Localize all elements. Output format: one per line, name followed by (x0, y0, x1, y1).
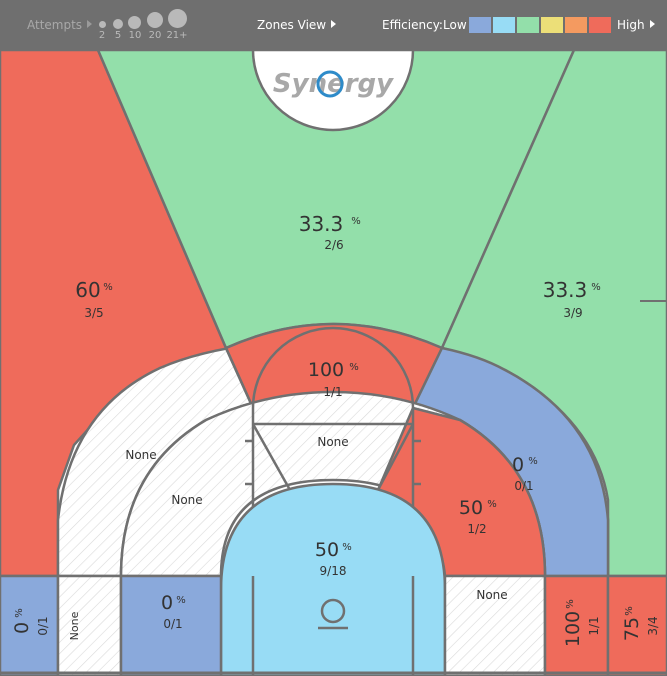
zone-percent-unit: % (103, 282, 113, 293)
efficiency-swatch-2 (493, 17, 515, 33)
zone-fraction: 3/9 (563, 306, 582, 320)
zone-percent-unit: % (351, 216, 361, 227)
zone-fraction: 0/1 (163, 617, 182, 631)
caret-right-icon (649, 20, 655, 28)
zone-label-top-mid-range: None (317, 435, 348, 449)
zone-percent-unit: % (565, 599, 576, 609)
zone-fraction: 3/4 (646, 616, 660, 635)
zone-percent-unit: % (176, 595, 186, 606)
efficiency-swatch-3 (517, 17, 539, 33)
zone-percent: 75 (621, 617, 643, 641)
zone-fraction: 0/1 (514, 479, 533, 493)
attempts-toggle[interactable]: Attempts (27, 18, 93, 32)
zone-fraction: 1/1 (323, 385, 342, 399)
attempt-size-label: 2 (98, 30, 106, 41)
zone-percent-unit: % (591, 282, 601, 293)
logo-badge (251, 50, 415, 132)
zone-label-right-mid-range: 50 % 1/2 (459, 497, 497, 536)
zone-left-corner-three[interactable] (0, 574, 60, 676)
zone-label-left-mid-range: None (171, 493, 202, 507)
zones-view-label: Zones View (257, 18, 327, 32)
zone-percent-unit: % (624, 606, 635, 616)
zone-fraction: 3/5 (84, 306, 103, 320)
basket-hoop-icon (320, 598, 346, 624)
zone-restricted-area[interactable] (219, 482, 447, 676)
zone-divider (224, 347, 255, 409)
zone-fraction: 9/18 (320, 564, 347, 578)
zone-label-right-baseline-long-two: 100 % 1/1 (562, 599, 601, 647)
zone-percent: 0 (11, 622, 33, 634)
free-throw-arc (251, 326, 415, 409)
zone-percent-unit: % (342, 542, 352, 553)
zone-label-right-corner-three: 75 % 3/4 (621, 606, 660, 641)
zone-label: None (68, 611, 81, 640)
zone-label-left-corner-three: 0 % 0/1 (11, 608, 50, 635)
zone-percent: 33.3 (299, 212, 344, 236)
efficiency-high-toggle[interactable]: High (617, 18, 655, 32)
attempts-label: Attempts (27, 18, 83, 32)
efficiency-swatch-4 (541, 17, 563, 33)
zone-label-left-wing-three: 60 % 3/5 (75, 278, 112, 320)
zones-view-dropdown[interactable]: Zones View (257, 18, 337, 32)
zone-fraction: 1/1 (587, 616, 601, 635)
zone-percent: 50 (315, 539, 339, 561)
toolbar: Attempts 2 5 10 20 21+ Zones View Effici… (0, 0, 667, 50)
attempt-size-dot-2 (99, 21, 106, 28)
zone-label-restricted-area: 50 % 9/18 (315, 539, 352, 578)
zone-right-baseline-long-two[interactable] (543, 574, 610, 676)
zone-percent: 60 (75, 278, 100, 302)
zone-fraction: 0/1 (36, 616, 50, 635)
court-diagram: Synergy (0, 50, 667, 676)
attempt-size-dot-20 (147, 12, 163, 28)
caret-right-icon (331, 20, 337, 28)
zone-label-right-long-two: 0 % 0/1 (512, 454, 538, 493)
zone-percent: 0 (512, 454, 524, 476)
efficiency-low-label: Low (443, 18, 467, 32)
attempt-size-label: 5 (114, 30, 122, 41)
zone-label-right-baseline-mid: None (476, 588, 507, 602)
zone-right-baseline-mid[interactable] (443, 574, 547, 676)
attempt-size-label: 20 (148, 30, 162, 41)
zone-label-top-three: 33.3 % 2/6 (299, 212, 361, 252)
efficiency-high-label: High (617, 18, 645, 32)
zone-label-right-wing-three: 33.3 % 3/9 (543, 278, 601, 320)
efficiency-swatch-1 (469, 17, 491, 33)
efficiency-swatch-5 (565, 17, 587, 33)
efficiency-swatch-6 (589, 17, 611, 33)
zone-left-baseline-mid[interactable] (119, 574, 223, 676)
zone-percent: 33.3 (543, 278, 588, 302)
zone-percent-unit: % (14, 608, 25, 618)
zone-percent-unit: % (528, 456, 538, 467)
attempt-size-dot-10 (128, 16, 141, 29)
zone-fraction: 1/2 (467, 522, 486, 536)
attempt-size-dot-21plus (168, 9, 187, 28)
zone-right-corner-three[interactable] (606, 574, 667, 676)
zone-label-left-baseline-mid: 0 % 0/1 (161, 592, 186, 631)
attempt-size-label: 21+ (166, 30, 188, 41)
attempt-size-label: 10 (128, 30, 142, 41)
zone-percent: 100 (562, 611, 584, 647)
zone-fraction: 2/6 (324, 238, 343, 252)
efficiency-label: Efficiency: (382, 18, 443, 32)
zone-divider (251, 423, 292, 491)
zone-percent-unit: % (487, 499, 497, 510)
zone-label-left-baseline-long-two: None (68, 611, 81, 640)
zone-percent-unit: % (349, 362, 359, 373)
logo-ring-icon (316, 70, 344, 98)
zone-label-left-long-two: None (125, 448, 156, 462)
zone-percent: 100 (308, 359, 344, 381)
zone-divider (376, 423, 415, 491)
zone-left-baseline-long-two[interactable] (56, 574, 123, 676)
attempt-size-dot-5 (113, 19, 123, 29)
zone-percent: 50 (459, 497, 483, 519)
zone-percent: 0 (161, 592, 173, 614)
caret-right-icon (87, 20, 93, 28)
zone-label-top-long-two: 100 % 1/1 (308, 359, 359, 399)
